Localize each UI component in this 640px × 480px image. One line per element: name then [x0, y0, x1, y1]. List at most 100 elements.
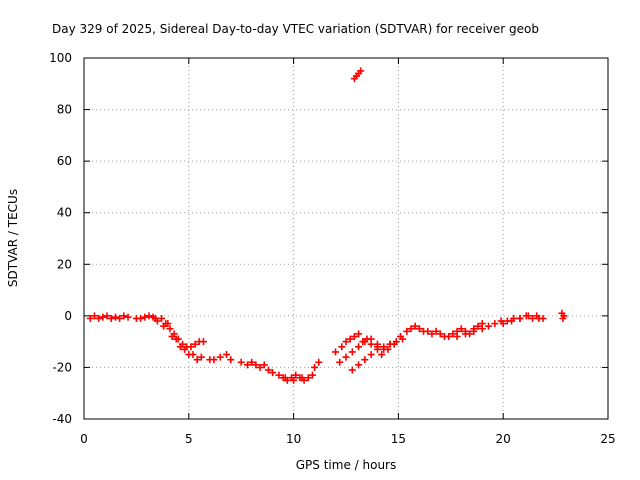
data-point [210, 356, 218, 364]
data-point [457, 325, 465, 333]
data-point [348, 366, 356, 374]
data-point [428, 330, 436, 338]
data-point [252, 361, 260, 369]
grid [84, 58, 608, 419]
x-tick-label: 5 [185, 432, 193, 446]
data-point [248, 358, 256, 366]
data-point [124, 313, 132, 321]
y-tick-label: 0 [64, 309, 72, 323]
data-point [181, 345, 189, 353]
data-point [141, 313, 149, 321]
data-point [172, 335, 180, 343]
y-axis-label: SDTVAR / TECUs [6, 189, 20, 287]
y-tick-label: 100 [49, 51, 72, 65]
data-point [137, 314, 145, 322]
data-point [103, 312, 111, 320]
data-point [227, 356, 235, 364]
data-point [166, 325, 174, 333]
x-tick-label: 10 [286, 432, 301, 446]
data-point [445, 332, 453, 340]
data-point [367, 335, 375, 343]
data-point [350, 332, 358, 340]
data-point [160, 322, 168, 330]
data-point [384, 345, 392, 353]
data-point [449, 330, 457, 338]
data-point [342, 353, 350, 361]
data-point [461, 330, 469, 338]
data-point [298, 374, 306, 382]
data-point [424, 327, 432, 335]
data-point [237, 358, 245, 366]
data-point [193, 356, 201, 364]
x-tick-label: 15 [391, 432, 406, 446]
data-point [292, 371, 300, 379]
data-point [290, 376, 298, 384]
plot-frame [83, 57, 609, 420]
data-point [145, 312, 153, 320]
data-point [499, 320, 507, 328]
data-point [361, 356, 369, 364]
data-point [411, 322, 419, 330]
data-point [357, 67, 365, 75]
data-point [508, 317, 516, 325]
y-tick-label: 40 [57, 206, 72, 220]
data-point [516, 314, 524, 322]
data-point [474, 322, 482, 330]
data-point [116, 314, 124, 322]
data-point [390, 340, 398, 348]
data-point [342, 338, 350, 346]
data-point [336, 358, 344, 366]
data-point [491, 320, 499, 328]
y-tick-label: -20 [52, 360, 72, 374]
data-point [99, 313, 107, 321]
data-point [355, 361, 363, 369]
data-point [485, 322, 493, 330]
x-tick-label: 25 [600, 432, 615, 446]
data-point [367, 351, 375, 359]
data-point [216, 353, 224, 361]
data-point [346, 335, 354, 343]
data-point [191, 340, 199, 348]
data-point [529, 314, 537, 322]
data-point [86, 314, 94, 322]
data-point [281, 374, 289, 382]
data-point [90, 312, 98, 320]
data-point [361, 338, 369, 346]
data-point [111, 313, 119, 321]
data-point [223, 351, 231, 359]
data-point [176, 343, 184, 351]
data-point [355, 343, 363, 351]
data-point [164, 320, 172, 328]
data-point [260, 361, 268, 369]
axes: -40 -20 0 20 40 60 80 100 0 5 10 15 20 25 [49, 51, 616, 446]
data-point [396, 332, 404, 340]
data-point [432, 327, 440, 335]
data-point [539, 314, 547, 322]
x-tick-label: 0 [80, 432, 88, 446]
data-point [407, 325, 415, 333]
y-tick-label: 20 [57, 257, 72, 271]
data-point [243, 361, 251, 369]
data-point [95, 314, 103, 322]
data-point [378, 351, 386, 359]
data-point [269, 369, 277, 377]
data-point [275, 371, 283, 379]
data-point [189, 351, 197, 359]
data-point [197, 353, 205, 361]
data-point [436, 330, 444, 338]
data-point [415, 325, 423, 333]
data-point [348, 348, 356, 356]
data-point [355, 330, 363, 338]
data-point [304, 374, 312, 382]
chart-title: Day 329 of 2025, Sidereal Day-to-day VTE… [52, 22, 539, 36]
data-point [373, 343, 381, 351]
y-tick-label: 60 [57, 154, 72, 168]
data-point [478, 325, 486, 333]
data-point [403, 327, 411, 335]
data-point [168, 332, 176, 340]
data-point [120, 312, 128, 320]
y-tick-label: -40 [52, 412, 72, 426]
data-point [453, 332, 461, 340]
x-tick-label: 20 [496, 432, 511, 446]
